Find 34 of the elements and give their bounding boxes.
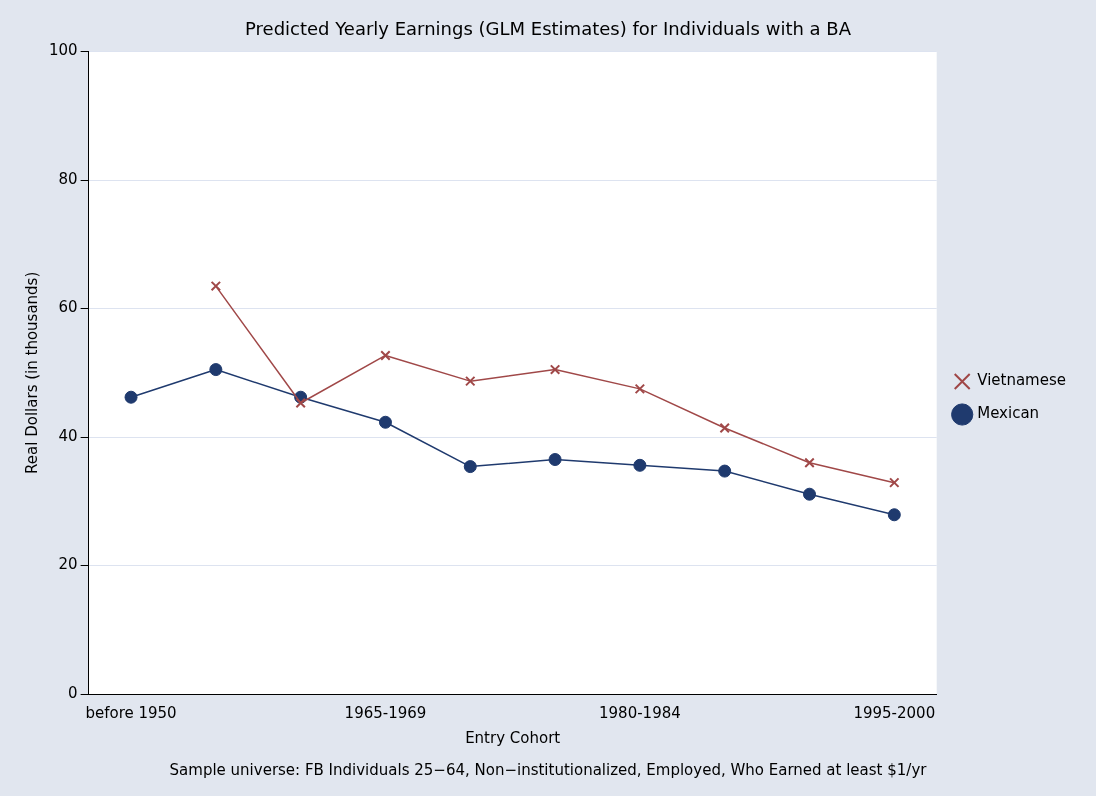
point: [633, 458, 647, 472]
legend-label: Vietnamese: [977, 371, 1067, 390]
point: [887, 508, 901, 522]
point: [549, 364, 561, 375]
x-tick-label: 1980-1984: [599, 703, 681, 722]
x-axis-title: Entry Cohort: [465, 728, 561, 747]
x-tick-label: before 1950: [85, 703, 177, 722]
point: [295, 397, 306, 409]
point: [718, 464, 732, 478]
point: [803, 487, 816, 501]
point: [804, 457, 815, 468]
legend-label: Mexican: [977, 404, 1040, 423]
point: [463, 460, 477, 474]
point: [548, 453, 562, 467]
y-tick-label: 80: [58, 169, 78, 188]
y-tick-label: 100: [48, 41, 78, 60]
point: [380, 350, 391, 361]
x-tick-label: 1995-2000: [853, 703, 936, 722]
chart-title: Predicted Yearly Earnings (GLM Estimates) for Individuals with a BA: [245, 18, 852, 40]
point: [378, 415, 392, 429]
y-tick-label: 40: [58, 426, 78, 445]
point: [889, 477, 900, 488]
text: Sample universe: FB Individuals 25−64, Non−institutionalized, Employed, Who Earned at least $1/yr: [169, 760, 928, 779]
point: [209, 363, 223, 377]
point: [124, 390, 138, 404]
point: [634, 383, 646, 395]
point: [210, 280, 222, 292]
point: [465, 375, 476, 387]
y-axis-title: Real Dollars (in thousands): [22, 271, 41, 474]
x-tick-label: 1965-1969: [344, 703, 427, 722]
y-tick-label: 60: [58, 298, 78, 317]
y-tick-label: 0: [68, 683, 78, 702]
y-tick-label: 20: [58, 555, 78, 574]
point: [719, 422, 730, 434]
